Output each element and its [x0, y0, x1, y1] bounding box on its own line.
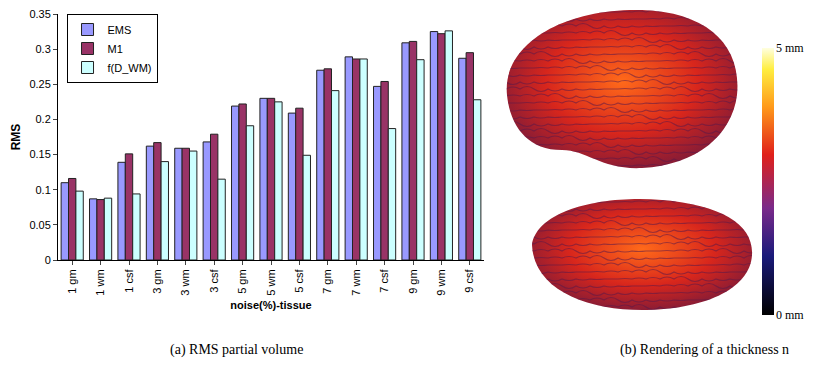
- svg-text:0.35: 0.35: [29, 8, 50, 20]
- svg-text:3 gm: 3 gm: [151, 269, 163, 293]
- svg-text:0.05: 0.05: [29, 219, 50, 231]
- svg-text:5 wm: 5 wm: [265, 269, 277, 295]
- html-text:(a) RMS partial volume: (a) RMS partial volume: [170, 342, 304, 357]
- html-text:(b) Rendering of a thickness n: (b) Rendering of a thickness n: [620, 342, 790, 357]
- svg-text:1 wm: 1 wm: [94, 269, 106, 295]
- svg-text:0.15: 0.15: [29, 148, 50, 160]
- svg-text:0.2: 0.2: [36, 113, 51, 125]
- svg-text:0: 0: [45, 254, 51, 266]
- svg-text:f(D_WM): f(D_WM): [108, 62, 152, 74]
- svg-text:9 gm: 9 gm: [407, 269, 419, 293]
- svg-text:3 wm: 3 wm: [179, 269, 191, 295]
- svg-text:0 mm: 0 mm: [776, 308, 804, 322]
- svg-text:0.1: 0.1: [36, 184, 51, 196]
- svg-text:7 wm: 7 wm: [350, 269, 362, 295]
- svg-text:5 mm: 5 mm: [776, 41, 804, 55]
- svg-text:noise(%)-tissue: noise(%)-tissue: [230, 299, 311, 311]
- svg-text:EMS: EMS: [108, 24, 132, 36]
- svg-text:9 csf: 9 csf: [463, 268, 475, 292]
- svg-text:0.3: 0.3: [36, 43, 51, 55]
- svg-text:7 gm: 7 gm: [321, 269, 333, 293]
- svg-text:0.25: 0.25: [29, 78, 50, 90]
- svg-text:7 csf: 7 csf: [378, 268, 390, 292]
- svg-text:1 csf: 1 csf: [123, 268, 135, 292]
- svg-text:3 csf: 3 csf: [208, 268, 220, 292]
- svg-text:1 gm: 1 gm: [66, 269, 78, 293]
- svg-text:RMS: RMS: [9, 124, 23, 151]
- svg-text:M1: M1: [108, 43, 123, 55]
- svg-text:5 gm: 5 gm: [236, 269, 248, 293]
- svg-text:9 wm: 9 wm: [435, 269, 447, 295]
- svg-text:5 csf: 5 csf: [293, 268, 305, 292]
